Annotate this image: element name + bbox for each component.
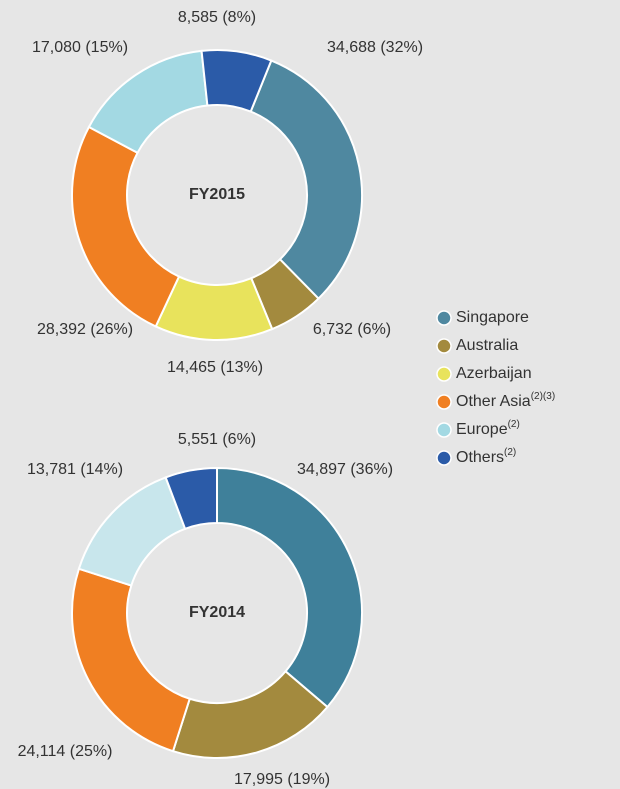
legend-label: Singapore bbox=[456, 309, 529, 326]
legend-name: Europe bbox=[456, 421, 508, 438]
slice bbox=[71, 125, 181, 328]
legend-label: Europe(2) bbox=[456, 419, 520, 439]
slice bbox=[216, 466, 363, 709]
value-label: 13,781 (14%) bbox=[27, 461, 123, 478]
legend-note: (2) bbox=[504, 447, 516, 458]
legend-swatch bbox=[436, 422, 452, 438]
legend-label: Azerbaijan bbox=[456, 365, 532, 382]
value-label: 17,995 (19%) bbox=[234, 771, 330, 788]
legend-name: Australia bbox=[456, 337, 518, 354]
center-title: FY2014 bbox=[189, 604, 245, 621]
value-label: 17,080 (15%) bbox=[32, 39, 128, 56]
value-label: 28,392 (26%) bbox=[37, 321, 133, 338]
legend-swatch bbox=[436, 366, 452, 382]
legend-swatch bbox=[436, 450, 452, 466]
slice bbox=[249, 59, 363, 300]
legend-label: Australia bbox=[456, 337, 518, 354]
center-title: FY2015 bbox=[189, 186, 245, 203]
legend-name: Other Asia bbox=[456, 393, 531, 410]
legend-swatch bbox=[436, 394, 452, 410]
value-label: 34,688 (32%) bbox=[327, 39, 423, 56]
legend-swatch bbox=[436, 338, 452, 354]
value-label: 6,732 (6%) bbox=[313, 321, 391, 338]
value-label: 5,551 (6%) bbox=[178, 431, 256, 448]
legend-label: Other Asia(2)(3) bbox=[456, 391, 555, 411]
legend-name: Azerbaijan bbox=[456, 365, 532, 382]
legend-note: (2)(3) bbox=[531, 391, 555, 402]
legend-swatch bbox=[436, 310, 452, 326]
legend-name: Singapore bbox=[456, 309, 529, 326]
slice bbox=[164, 466, 218, 531]
slice bbox=[87, 49, 209, 155]
slice bbox=[77, 476, 187, 587]
legend-label: Others(2) bbox=[456, 447, 516, 467]
slice bbox=[200, 49, 273, 113]
legend-note: (2) bbox=[508, 419, 520, 430]
legend-name: Others bbox=[456, 449, 504, 466]
value-label: 8,585 (8%) bbox=[178, 9, 256, 26]
value-label: 34,897 (36%) bbox=[297, 461, 393, 478]
slice bbox=[71, 567, 191, 753]
value-label: 14,465 (13%) bbox=[167, 359, 263, 376]
value-label: 24,114 (25%) bbox=[18, 743, 113, 760]
